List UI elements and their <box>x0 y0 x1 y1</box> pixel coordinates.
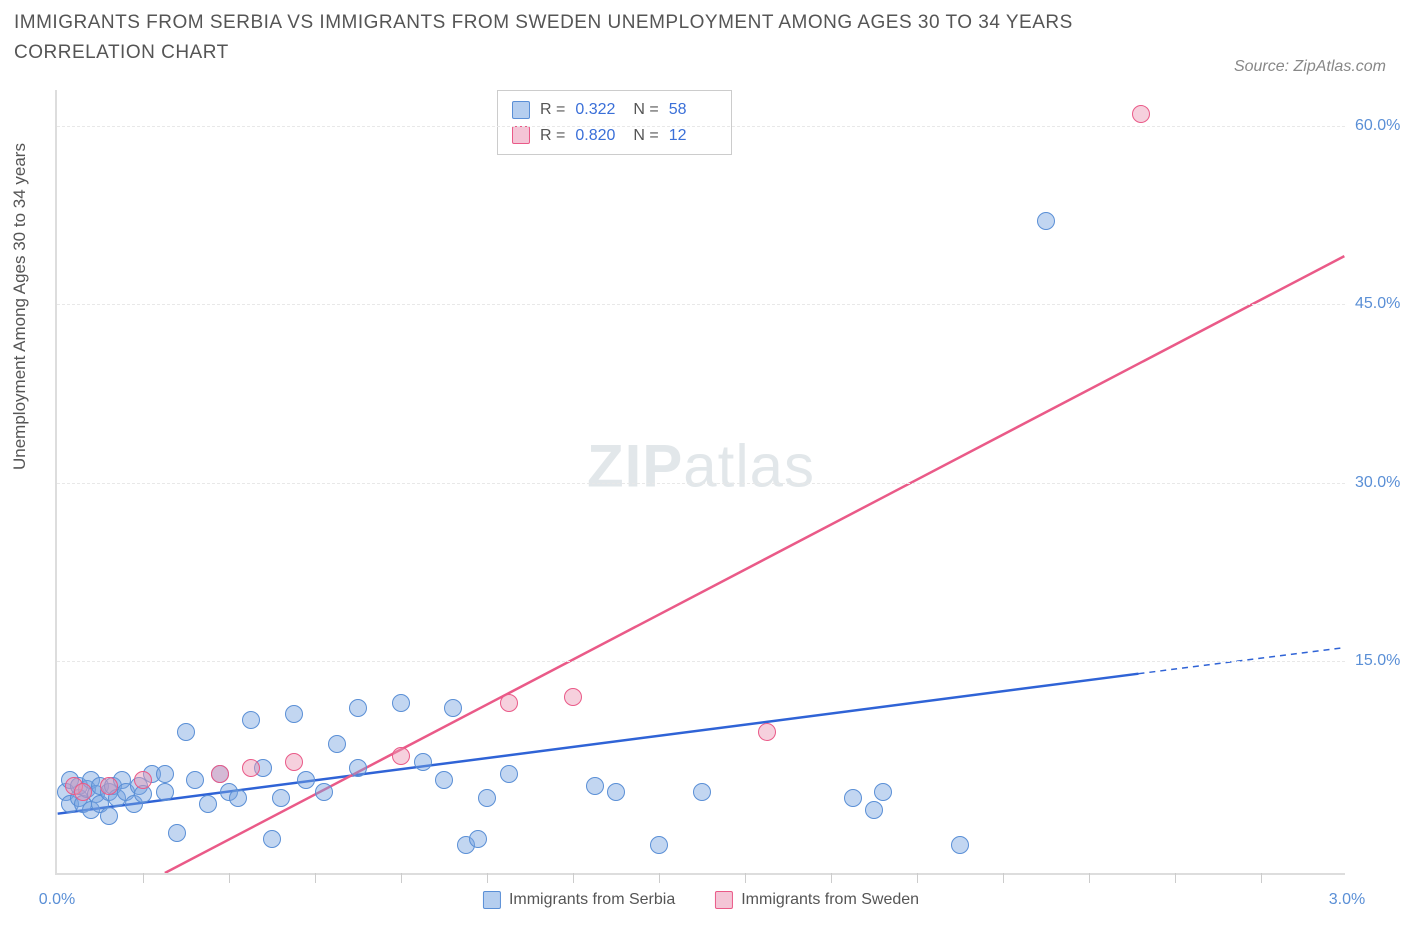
data-point-serbia <box>328 735 346 753</box>
data-point-serbia <box>607 783 625 801</box>
x-minor-tick <box>229 873 230 883</box>
r-label: R = <box>540 97 565 123</box>
data-point-sweden <box>242 759 260 777</box>
data-point-serbia <box>392 694 410 712</box>
chart-plot-area: ZIPatlas R =0.322N =58R =0.820N =12 Immi… <box>55 90 1345 875</box>
data-point-serbia <box>865 801 883 819</box>
y-tick-label: 60.0% <box>1355 117 1406 135</box>
y-tick-label: 15.0% <box>1355 652 1406 670</box>
x-minor-tick <box>1261 873 1262 883</box>
watermark-light: atlas <box>683 432 815 499</box>
x-minor-tick <box>1089 873 1090 883</box>
data-point-serbia <box>229 789 247 807</box>
data-point-serbia <box>444 699 462 717</box>
data-point-serbia <box>478 789 496 807</box>
data-point-sweden <box>100 777 118 795</box>
data-point-serbia <box>100 807 118 825</box>
swatch-icon <box>512 126 530 144</box>
watermark: ZIPatlas <box>587 431 815 500</box>
stats-row-serbia: R = 0.322 N = 58 <box>512 97 717 123</box>
x-minor-tick <box>573 873 574 883</box>
data-point-serbia <box>693 783 711 801</box>
data-point-serbia <box>177 723 195 741</box>
r-value: 0.322 <box>575 97 623 123</box>
x-tick-label: 0.0% <box>39 891 75 909</box>
data-point-serbia <box>349 759 367 777</box>
x-minor-tick <box>745 873 746 883</box>
chart-title: IMMIGRANTS FROM SERBIA VS IMMIGRANTS FRO… <box>14 8 1114 69</box>
x-minor-tick <box>917 873 918 883</box>
y-tick-label: 30.0% <box>1355 474 1406 492</box>
y-axis-label: Unemployment Among Ages 30 to 34 years <box>10 143 30 470</box>
data-point-serbia <box>349 699 367 717</box>
data-point-serbia <box>315 783 333 801</box>
correlation-stats-box: R =0.322N =58R =0.820N =12 <box>497 90 732 155</box>
data-point-sweden <box>564 688 582 706</box>
source-attribution: Source: ZipAtlas.com <box>1234 58 1386 76</box>
data-point-sweden <box>134 771 152 789</box>
data-point-serbia <box>650 836 668 854</box>
trend-line <box>165 256 1344 873</box>
gridline <box>57 483 1345 484</box>
data-point-serbia <box>469 830 487 848</box>
legend-item-serbia: Immigrants from Serbia <box>483 891 675 909</box>
x-tick-label: 3.0% <box>1329 891 1365 909</box>
data-point-sweden <box>392 747 410 765</box>
data-point-sweden <box>758 723 776 741</box>
x-minor-tick <box>487 873 488 883</box>
gridline <box>57 661 1345 662</box>
data-point-sweden <box>1132 105 1150 123</box>
data-point-sweden <box>285 753 303 771</box>
swatch-icon <box>483 891 501 909</box>
x-minor-tick <box>401 873 402 883</box>
x-minor-tick <box>143 873 144 883</box>
data-point-serbia <box>414 753 432 771</box>
gridline <box>57 304 1345 305</box>
data-point-serbia <box>874 783 892 801</box>
data-point-serbia <box>272 789 290 807</box>
x-minor-tick <box>659 873 660 883</box>
x-minor-tick <box>315 873 316 883</box>
data-point-serbia <box>242 711 260 729</box>
data-point-serbia <box>199 795 217 813</box>
data-point-serbia <box>500 765 518 783</box>
y-tick-label: 45.0% <box>1355 295 1406 313</box>
legend-bottom: Immigrants from Serbia Immigrants from Sw… <box>483 891 919 909</box>
legend-label: Immigrants from Serbia <box>509 891 675 909</box>
data-point-serbia <box>263 830 281 848</box>
legend-label: Immigrants from Sweden <box>741 891 919 909</box>
data-point-serbia <box>156 783 174 801</box>
n-label: N = <box>633 97 658 123</box>
watermark-bold: ZIP <box>587 432 683 499</box>
data-point-sweden <box>500 694 518 712</box>
data-point-sweden <box>211 765 229 783</box>
data-point-serbia <box>1037 212 1055 230</box>
data-point-serbia <box>435 771 453 789</box>
swatch-icon <box>715 891 733 909</box>
data-point-serbia <box>297 771 315 789</box>
x-minor-tick <box>1003 873 1004 883</box>
swatch-icon <box>512 101 530 119</box>
data-point-serbia <box>586 777 604 795</box>
x-minor-tick <box>831 873 832 883</box>
trend-lines-svg <box>57 90 1345 873</box>
data-point-serbia <box>156 765 174 783</box>
n-value: 58 <box>669 97 717 123</box>
data-point-serbia <box>186 771 204 789</box>
data-point-serbia <box>168 824 186 842</box>
data-point-serbia <box>285 705 303 723</box>
data-point-serbia <box>844 789 862 807</box>
gridline <box>57 126 1345 127</box>
data-point-serbia <box>951 836 969 854</box>
legend-item-sweden: Immigrants from Sweden <box>715 891 919 909</box>
data-point-sweden <box>74 783 92 801</box>
x-minor-tick <box>1175 873 1176 883</box>
